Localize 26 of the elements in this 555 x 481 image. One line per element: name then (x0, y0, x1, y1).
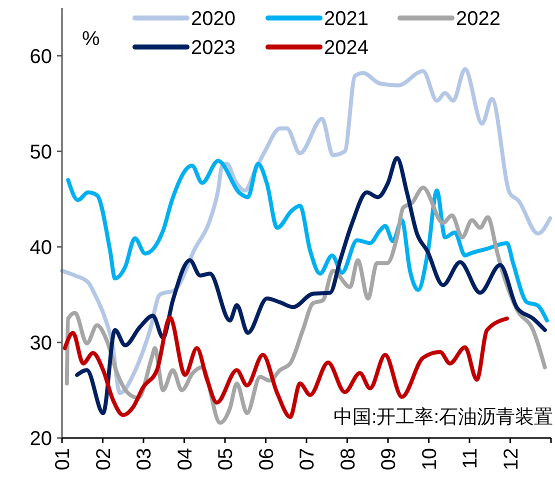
y-tick-label: 30 (30, 332, 52, 354)
x-tick-label: 01 (52, 448, 74, 470)
y-tick-label: 20 (30, 428, 52, 450)
x-tick-label: 08 (337, 448, 360, 470)
x-tick-label: 10 (418, 448, 441, 470)
x-tick-label: 06 (256, 448, 278, 470)
x-tick-label: 02 (92, 448, 115, 470)
line-series (66, 158, 549, 322)
legend-label: 2022 (456, 8, 500, 30)
line-series (60, 67, 552, 396)
x-tick-label: 11 (460, 448, 482, 469)
legend-label: 2021 (324, 8, 368, 30)
annotation: 中国:开工率:石油沥青装置 (333, 406, 553, 428)
x-tick-label: 03 (134, 448, 156, 470)
legend-label: 2023 (191, 37, 236, 59)
x-tick-label: 12 (500, 448, 522, 470)
legend-label: 2020 (191, 8, 236, 30)
x-tick-label: 09 (378, 448, 400, 470)
y-tick-label: 60 (30, 46, 52, 68)
legend-label: 2024 (324, 37, 368, 59)
y-axis-title: % (82, 28, 100, 50)
x-tick-label: 04 (174, 448, 196, 470)
x-tick-label: 07 (296, 448, 318, 470)
y-tick-label: 40 (30, 236, 52, 259)
y-tick-label: 50 (30, 141, 52, 164)
x-tick-label: 05 (215, 448, 237, 470)
